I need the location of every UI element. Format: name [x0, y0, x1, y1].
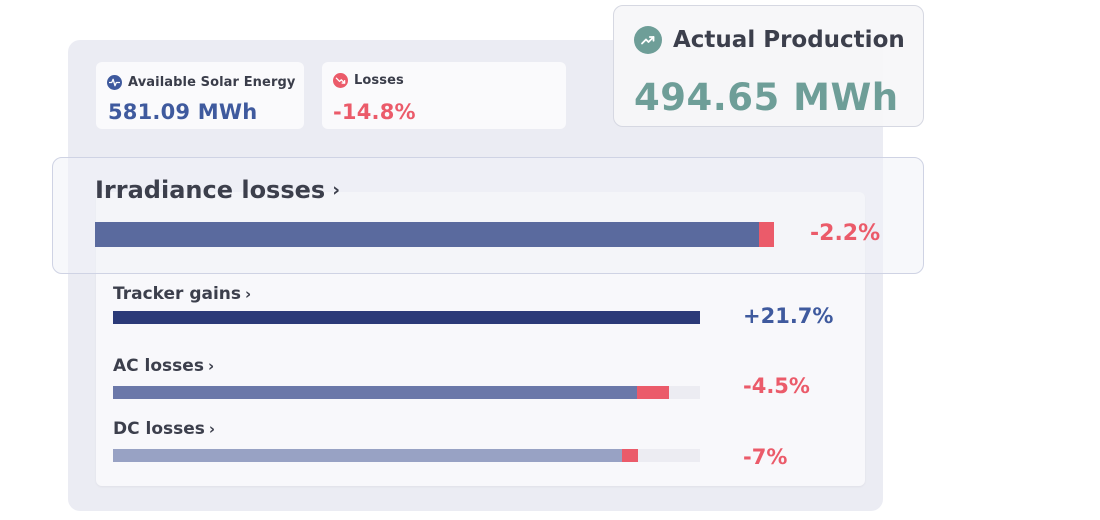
irradiance-losses-loss-bar: [759, 222, 774, 247]
tracker-gains-bar-track: [113, 311, 700, 324]
ac-losses-label: AC losses: [113, 356, 204, 376]
chevron-right-icon: ›: [207, 357, 215, 375]
irradiance-losses-base-bar: [95, 222, 760, 247]
ac-losses-value: -4.5%: [743, 374, 810, 398]
tracker-gains-value: +21.7%: [743, 304, 834, 328]
available-energy-value: 581.09 MWh: [108, 100, 258, 124]
tracker-gains-link[interactable]: Tracker gains ›: [113, 284, 251, 304]
losses-value: -14.8%: [333, 100, 416, 124]
trend-down-icon: [333, 73, 348, 88]
ac-losses-bar-track: [113, 386, 700, 399]
dc-losses-bar-track: [113, 449, 700, 462]
available-energy-card: Available Solar Energy 581.09 MWh: [96, 62, 304, 129]
actual-production-card: Actual Production 494.65 MWh: [613, 5, 924, 127]
ac-losses-link[interactable]: AC losses ›: [113, 356, 214, 376]
dc-losses-link[interactable]: DC losses ›: [113, 419, 215, 439]
irradiance-losses-highlight: [52, 157, 924, 274]
irradiance-losses-link[interactable]: Irradiance losses ›: [95, 176, 340, 204]
ac-losses-loss-bar: [637, 386, 670, 399]
irradiance-losses-bar-track: [95, 222, 774, 247]
dc-losses-base-bar: [113, 449, 622, 462]
chevron-right-icon: ›: [245, 285, 252, 303]
chevron-right-icon: ›: [332, 179, 341, 201]
dc-losses-loss-bar: [621, 449, 639, 462]
losses-label: Losses: [354, 73, 404, 88]
activity-pulse-icon: [107, 75, 122, 90]
tracker-gains-label: Tracker gains: [113, 284, 242, 304]
available-energy-label: Available Solar Energy: [128, 75, 296, 90]
ac-losses-base-bar: [113, 386, 638, 399]
dc-losses-value: -7%: [743, 445, 788, 469]
chevron-right-icon: ›: [208, 420, 216, 438]
irradiance-losses-value: -2.2%: [810, 221, 881, 246]
dc-losses-label: DC losses: [113, 419, 205, 439]
trend-up-icon: [634, 26, 662, 54]
actual-production-value: 494.65 MWh: [634, 76, 899, 119]
tracker-gains-bar: [113, 311, 700, 324]
actual-production-label: Actual Production: [673, 27, 905, 53]
losses-card: Losses -14.8%: [322, 62, 566, 129]
irradiance-losses-label: Irradiance losses: [95, 176, 326, 204]
